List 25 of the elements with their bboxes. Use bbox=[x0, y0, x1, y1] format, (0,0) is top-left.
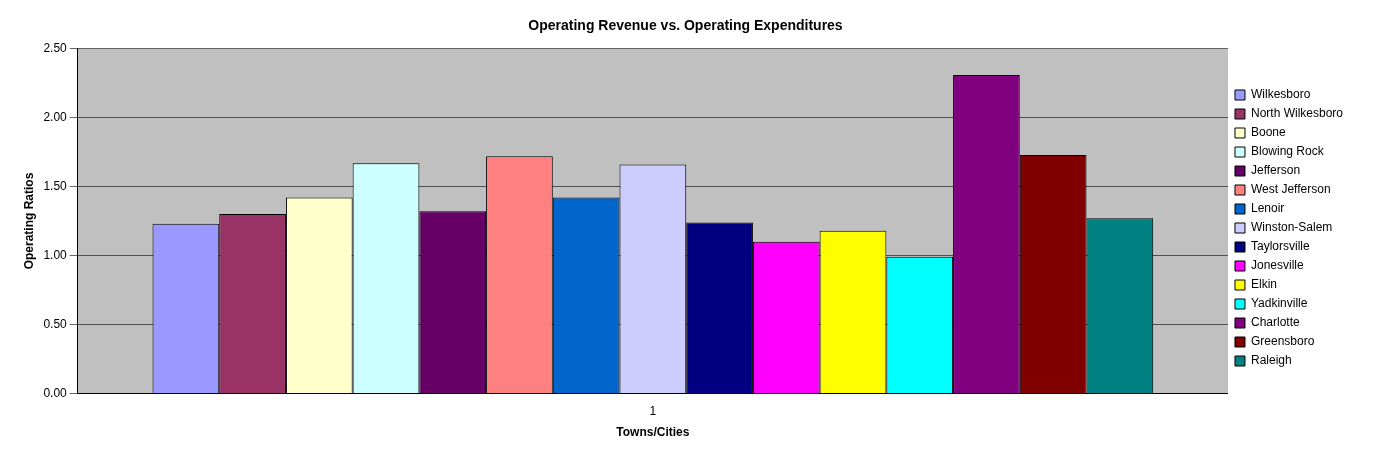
legend-label: West Jefferson bbox=[1250, 182, 1331, 197]
legend-label: Blowing Rock bbox=[1250, 144, 1325, 159]
y-tick-label: 2.00 bbox=[43, 109, 68, 124]
y-tick-label: 0.00 bbox=[43, 385, 68, 400]
y-axis-title: Operating Ratios bbox=[21, 172, 36, 270]
legend-label: Winston-Salem bbox=[1250, 220, 1333, 235]
legend-label: Boone bbox=[1250, 125, 1286, 140]
legend-label: Greensboro bbox=[1250, 334, 1315, 349]
y-tick-label: 0.50 bbox=[43, 316, 68, 331]
legend-label: Raleigh bbox=[1250, 353, 1292, 368]
x-axis-title: Towns/Cities bbox=[616, 425, 690, 440]
legend-label: Yadkinville bbox=[1250, 296, 1308, 311]
legend-label: Charlotte bbox=[1250, 315, 1300, 330]
legend-label: Jefferson bbox=[1250, 163, 1301, 178]
legend-label: Elkin bbox=[1250, 277, 1277, 292]
y-tick-label: 1.00 bbox=[43, 247, 68, 262]
legend-label: Taylorsville bbox=[1250, 239, 1310, 254]
legend-label: Lenoir bbox=[1250, 201, 1285, 216]
legend-label: Jonesville bbox=[1250, 258, 1304, 273]
y-tick-label: 1.50 bbox=[43, 178, 68, 193]
legend-label: Wilkesboro bbox=[1250, 87, 1311, 102]
chart-title: Operating Revenue vs. Operating Expenditures bbox=[528, 17, 843, 34]
x-tick-label: 1 bbox=[649, 403, 657, 418]
legend-label: North Wilkesboro bbox=[1250, 106, 1344, 121]
y-tick-label: 2.50 bbox=[43, 41, 68, 56]
